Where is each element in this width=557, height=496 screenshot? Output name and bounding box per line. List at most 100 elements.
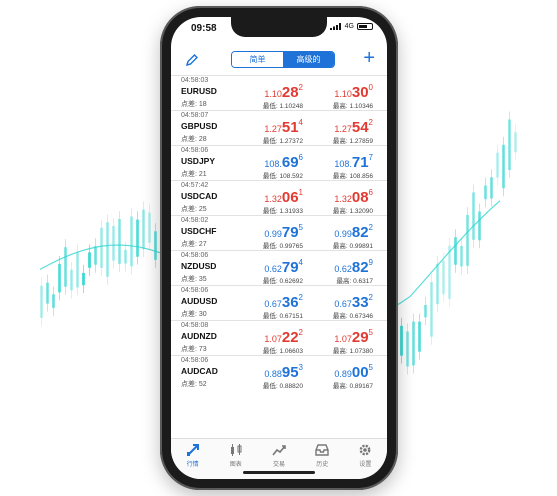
quote-time: 04:58:06 (181, 252, 209, 259)
quote-row[interactable]: 04:58:03 EURUSD 点差: 18 1.10282 1.10300 最… (171, 75, 387, 110)
phone-frame: 09:58 4G 简单 高级的 + 04:58:03 EURUSD 点差: 18… (160, 6, 398, 490)
quote-row[interactable]: 04:58:07 GBPUSD 点差: 28 1.27514 1.27542 最… (171, 110, 387, 145)
candle-body (130, 216, 133, 267)
tab-chart[interactable]: 图表 (214, 439, 257, 479)
ask-price-pips: 29 (351, 329, 369, 346)
ask-price-prefix: 0.99 (334, 229, 352, 239)
candle-body (448, 245, 451, 299)
quote-row[interactable]: 04:58:02 USDCHF 点差: 27 0.99795 0.99822 最… (171, 215, 387, 250)
quote-spread: 点差: 21 (181, 171, 207, 178)
quote-spread: 点差: 35 (181, 276, 207, 283)
candle-body (118, 219, 121, 264)
tab-settings[interactable]: 设置 (344, 439, 387, 479)
candle-body (484, 185, 487, 200)
tab-simple[interactable]: 简单 (232, 52, 283, 67)
quote-symbol: USDCHF (181, 226, 217, 236)
candle-body (76, 252, 79, 288)
high-price: 最高: 1.10346 (332, 103, 373, 110)
bid-price: 1.10282 (243, 83, 303, 102)
candle-body (112, 225, 115, 261)
low-price: 最低: 0.62692 (262, 278, 303, 285)
candle-body (430, 282, 433, 337)
tab-history[interactable]: 历史 (301, 439, 344, 479)
bid-price-fraction: 4 (298, 258, 303, 267)
bid-price-pips: 79 (281, 259, 299, 276)
tab-trade[interactable]: 交易 (257, 439, 300, 479)
bid-price-prefix: 1.27 (264, 124, 282, 134)
bid-price-fraction: 2 (298, 328, 303, 337)
bid-price-fraction: 1 (298, 188, 303, 197)
quote-row[interactable]: 04:58:06 AUDCAD 点差: 52 0.88953 0.89005 最… (171, 355, 387, 390)
candle-body (88, 252, 91, 268)
ask-price: 1.07295 (313, 328, 373, 347)
candle-body (442, 260, 445, 295)
status-bar: 09:58 4G (171, 17, 387, 41)
ask-price: 1.32086 (313, 188, 373, 207)
bid-price: 0.67362 (243, 293, 303, 312)
tab-advanced[interactable]: 高级的 (283, 52, 334, 67)
candle-body (70, 269, 73, 291)
ask-price-fraction: 9 (368, 258, 373, 267)
add-symbol-button[interactable]: + (363, 47, 375, 69)
candle-body (40, 285, 43, 318)
ask-price-fraction: 2 (368, 223, 373, 232)
high-price: 最高: 1.32090 (332, 208, 373, 215)
high-price: 最高: 108.856 (332, 173, 373, 180)
quote-spread: 点差: 18 (181, 101, 207, 108)
high-price: 最高: 0.67346 (332, 313, 373, 320)
ask-price-pips: 08 (351, 189, 369, 206)
bid-price-prefix: 0.99 (264, 229, 282, 239)
bid-price-pips: 36 (281, 294, 299, 311)
candle-body (94, 246, 97, 265)
toolbar: 简单 高级的 + (171, 45, 387, 73)
bid-price: 0.99795 (243, 223, 303, 242)
bid-price-prefix: 0.67 (264, 299, 282, 309)
quote-spread: 点差: 52 (181, 381, 207, 388)
bid-price-pips: 95 (281, 364, 299, 381)
low-price: 最低: 1.27372 (262, 138, 303, 145)
ask-price-fraction: 2 (368, 118, 373, 127)
ask-price-prefix: 1.07 (334, 334, 352, 344)
tab-label: 交易 (273, 462, 286, 468)
quote-row[interactable]: 04:58:06 USDJPY 点差: 21 108.696 108.717 最… (171, 145, 387, 180)
candle-body (496, 152, 499, 178)
ask-price-pips: 00 (351, 364, 369, 381)
edit-icon[interactable] (185, 53, 199, 67)
quote-spread: 点差: 27 (181, 241, 207, 248)
quotes-icon (186, 444, 199, 456)
low-price: 最低: 108.592 (262, 173, 303, 180)
ask-price-prefix: 1.27 (334, 124, 352, 134)
quote-symbol: GBPUSD (181, 121, 218, 131)
candle-body (466, 214, 469, 266)
candle-body (52, 294, 55, 308)
bid-price-pips: 51 (281, 119, 299, 136)
quote-time: 04:58:06 (181, 357, 209, 364)
high-price: 最高: 0.6317 (336, 278, 374, 285)
quote-row[interactable]: 04:58:06 AUDUSD 点差: 30 0.67362 0.67332 最… (171, 285, 387, 320)
quote-row[interactable]: 04:57:42 USDCAD 点差: 25 1.32061 1.32086 最… (171, 180, 387, 215)
candle-body (490, 177, 493, 199)
high-price: 最高: 0.89167 (332, 383, 373, 390)
quote-symbol: NZDUSD (181, 261, 217, 271)
bid-price: 108.696 (243, 153, 303, 172)
quote-symbol: USDJPY (181, 156, 216, 166)
quote-spread: 点差: 28 (181, 136, 207, 143)
ask-price-pips: 33 (351, 294, 369, 311)
tab-quotes[interactable]: 行情 (171, 439, 214, 479)
signal-icon (329, 23, 341, 30)
quote-time: 04:58:07 (181, 112, 209, 119)
ask-price: 1.10300 (313, 83, 373, 102)
bid-price-prefix: 0.62 (264, 264, 282, 274)
candle-body (502, 144, 505, 189)
quote-time: 04:58:06 (181, 147, 209, 154)
quotes-list: 04:58:03 EURUSD 点差: 18 1.10282 1.10300 最… (171, 75, 387, 390)
bid-price-fraction: 5 (298, 223, 303, 232)
quote-row[interactable]: 04:58:08 AUDNZD 点差: 73 1.07222 1.07295 最… (171, 320, 387, 355)
ask-price: 0.99822 (313, 223, 373, 242)
ask-price-fraction: 7 (368, 153, 373, 162)
bid-price-prefix: 108. (264, 159, 282, 169)
tab-label: 设置 (359, 462, 372, 468)
quote-row[interactable]: 04:58:06 NZDUSD 点差: 35 0.62794 0.62829 最… (171, 250, 387, 285)
candle-body (124, 249, 127, 264)
ask-price: 108.717 (313, 153, 373, 172)
